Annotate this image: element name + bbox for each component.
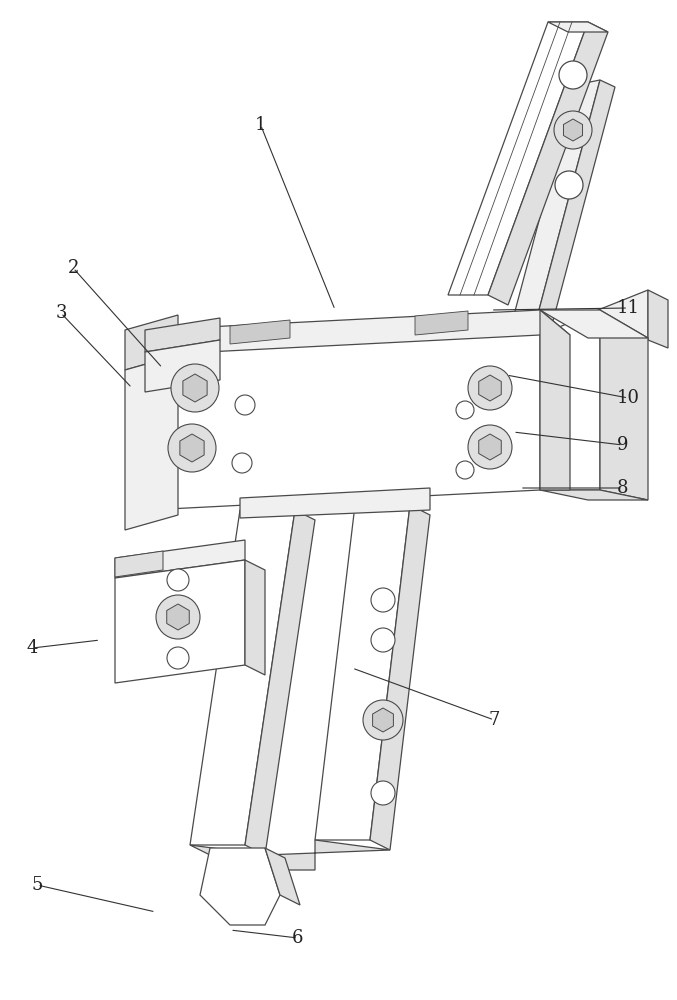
Polygon shape (510, 80, 600, 330)
Polygon shape (183, 374, 207, 402)
Circle shape (168, 424, 216, 472)
Circle shape (559, 61, 587, 89)
Polygon shape (540, 310, 570, 490)
Polygon shape (488, 22, 608, 305)
Circle shape (456, 401, 474, 419)
Text: 4: 4 (27, 639, 38, 657)
Polygon shape (190, 840, 390, 870)
Polygon shape (265, 848, 300, 905)
Polygon shape (245, 510, 315, 855)
Polygon shape (540, 310, 600, 490)
Circle shape (235, 395, 255, 415)
Circle shape (468, 425, 512, 469)
Polygon shape (145, 340, 220, 392)
Text: 3: 3 (56, 304, 66, 322)
Polygon shape (115, 560, 245, 683)
Polygon shape (200, 848, 280, 925)
Polygon shape (479, 375, 501, 401)
Text: 7: 7 (489, 711, 500, 729)
Circle shape (232, 453, 252, 473)
Text: 11: 11 (617, 299, 640, 317)
Circle shape (555, 171, 583, 199)
Text: 10: 10 (617, 389, 640, 407)
Polygon shape (180, 434, 204, 462)
Circle shape (371, 781, 395, 805)
Polygon shape (125, 315, 178, 370)
Polygon shape (125, 355, 178, 530)
Circle shape (371, 628, 395, 652)
Text: 1: 1 (255, 116, 266, 134)
Polygon shape (167, 604, 190, 630)
Polygon shape (598, 290, 648, 340)
Polygon shape (415, 311, 468, 335)
Polygon shape (115, 551, 163, 577)
Text: 6: 6 (292, 929, 303, 947)
Text: 9: 9 (617, 436, 628, 454)
Circle shape (167, 569, 189, 591)
Polygon shape (648, 290, 668, 348)
Polygon shape (148, 310, 570, 355)
Circle shape (456, 461, 474, 479)
Polygon shape (540, 490, 648, 500)
Polygon shape (245, 560, 265, 675)
Circle shape (156, 595, 200, 639)
Text: 5: 5 (32, 876, 43, 894)
Circle shape (167, 647, 189, 669)
Polygon shape (115, 540, 245, 578)
Polygon shape (145, 318, 220, 352)
Polygon shape (370, 505, 430, 850)
Polygon shape (230, 320, 290, 344)
Polygon shape (448, 22, 588, 295)
Polygon shape (479, 434, 501, 460)
Polygon shape (148, 335, 540, 510)
Polygon shape (240, 488, 430, 518)
Polygon shape (190, 510, 295, 845)
Text: 8: 8 (617, 479, 628, 497)
Polygon shape (600, 310, 648, 500)
Polygon shape (315, 505, 410, 840)
Circle shape (554, 111, 592, 149)
Polygon shape (535, 80, 615, 332)
Circle shape (371, 588, 395, 612)
Polygon shape (548, 22, 608, 32)
Circle shape (468, 366, 512, 410)
Circle shape (363, 700, 403, 740)
Polygon shape (372, 708, 393, 732)
Polygon shape (540, 310, 648, 338)
Text: 2: 2 (68, 259, 79, 277)
Polygon shape (563, 119, 582, 141)
Circle shape (171, 364, 219, 412)
